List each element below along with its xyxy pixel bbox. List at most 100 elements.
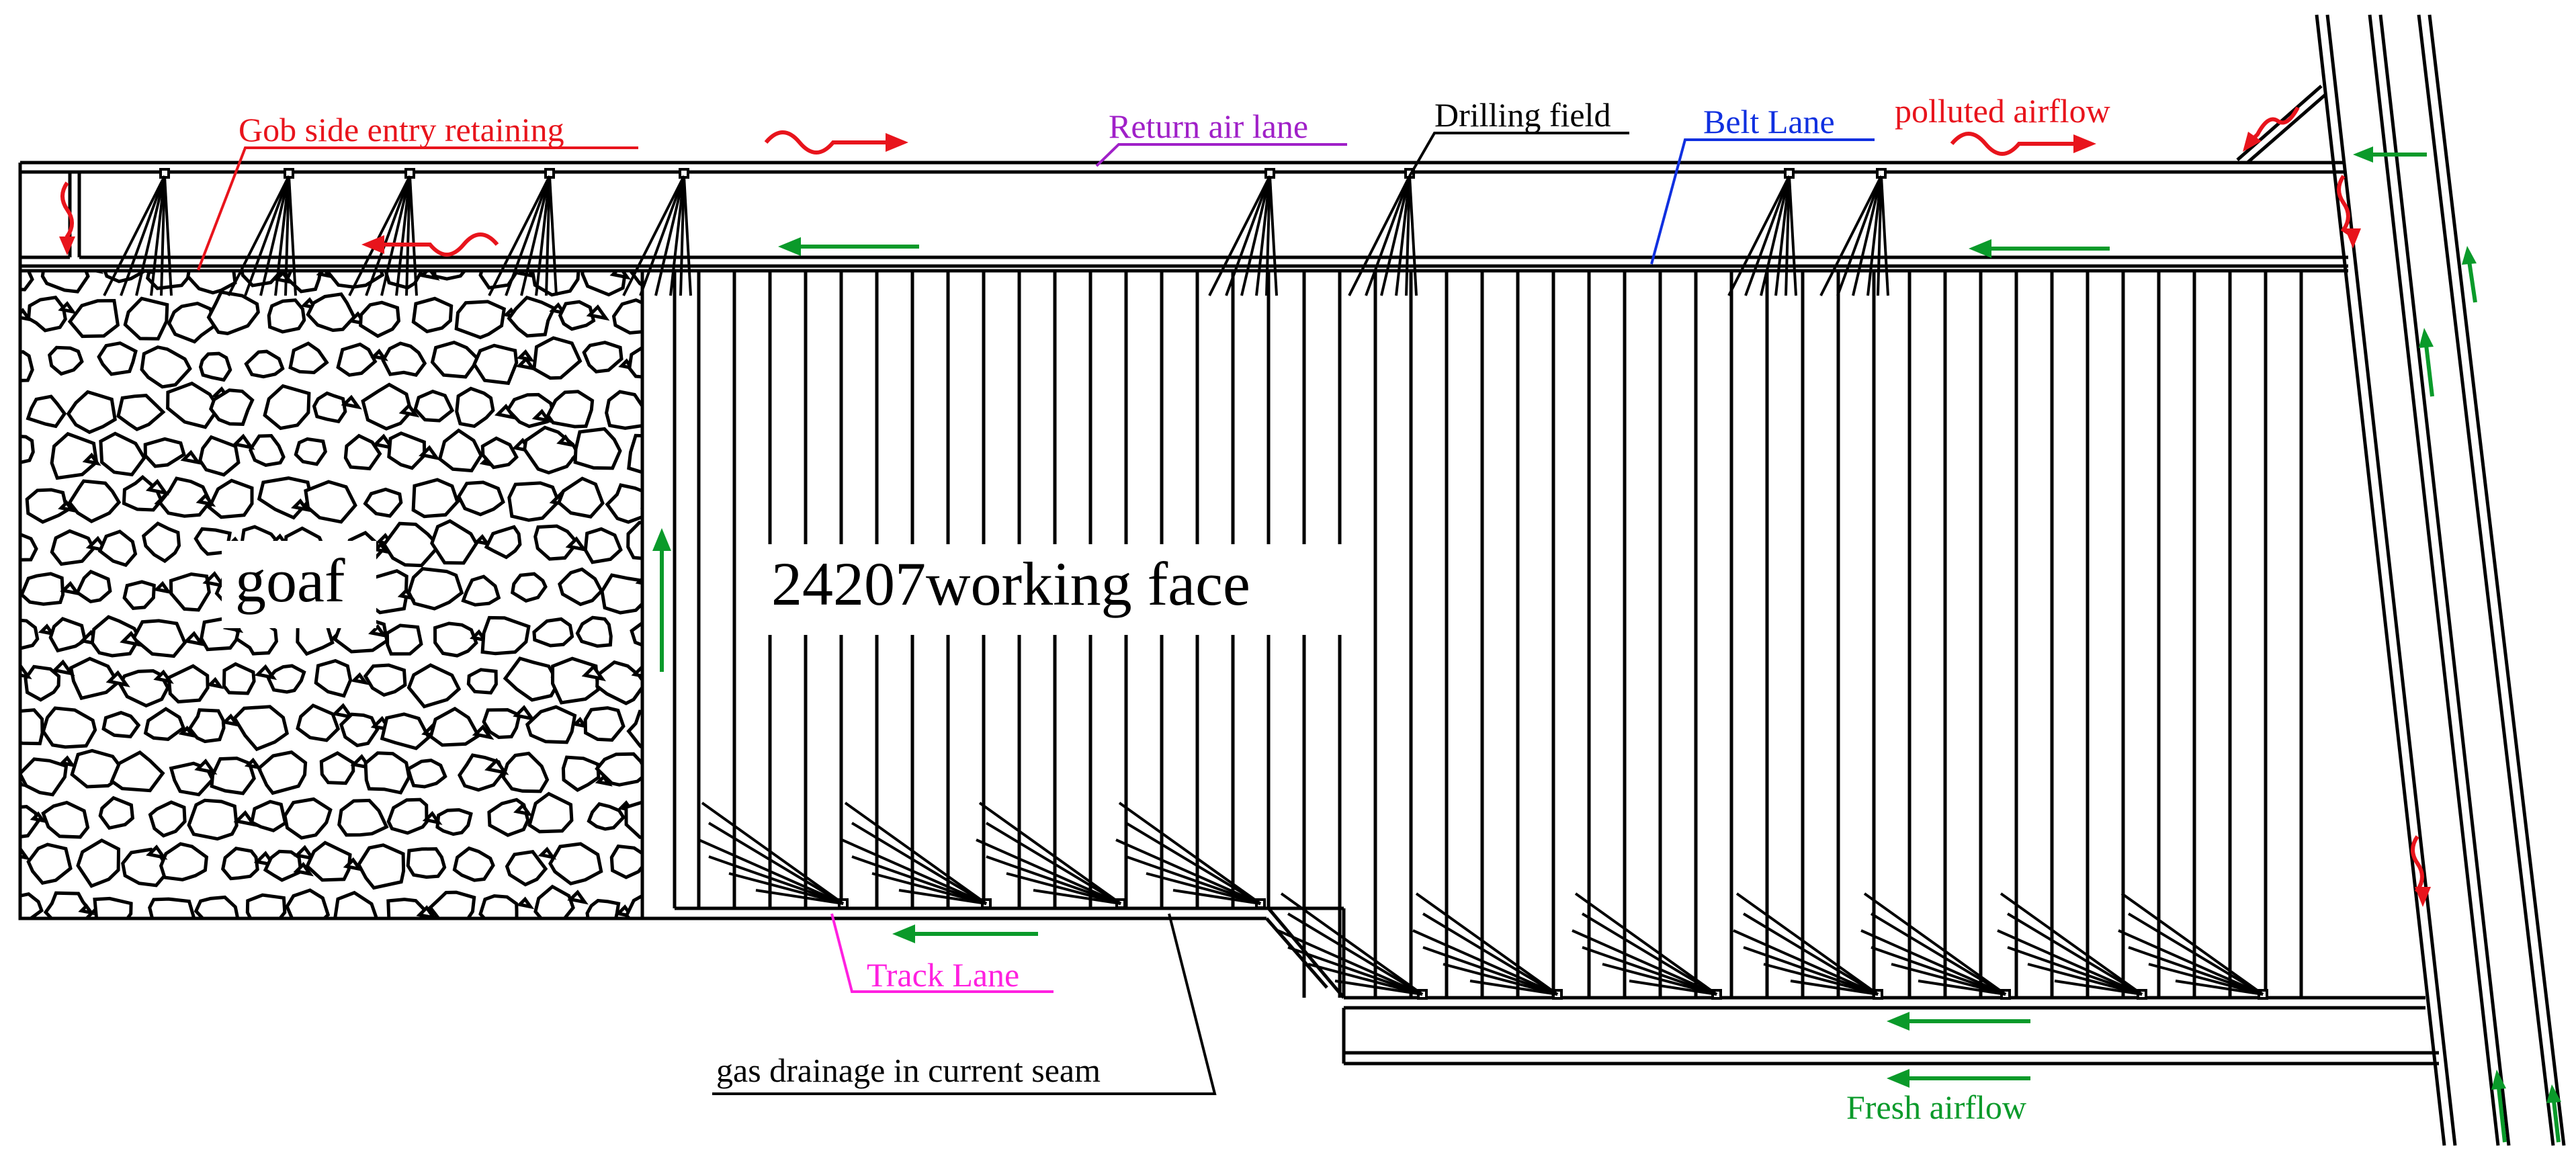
drilling-fan <box>1348 168 1418 296</box>
drilling-fan <box>1997 892 2147 1000</box>
drill-hole <box>1582 946 1717 996</box>
drill-hole <box>1742 912 1879 996</box>
goaf-stone <box>503 656 560 702</box>
goaf-stone <box>478 271 520 290</box>
drill-hole <box>1602 963 1717 996</box>
goaf-stone <box>387 431 427 470</box>
drill-hole <box>120 175 166 296</box>
goaf-stone <box>357 843 406 890</box>
drill-hole <box>1763 963 1879 996</box>
goaf-stone <box>141 521 181 564</box>
goaf-stone <box>507 296 556 338</box>
goaf-stone <box>363 487 403 518</box>
goaf-stone <box>249 433 286 467</box>
drill-hole <box>1405 175 1411 296</box>
drilling-fan <box>976 802 1126 909</box>
drill-hole <box>1744 175 1791 296</box>
goaf-stone <box>640 487 642 511</box>
goaf-chip <box>290 498 310 513</box>
goaf-border <box>18 269 644 920</box>
goaf-stone <box>472 343 519 386</box>
goaf-stone <box>131 619 187 658</box>
goaf-chip <box>194 759 218 775</box>
goaf-chip <box>232 433 255 450</box>
goaf-stone <box>198 351 232 382</box>
goaf-stone <box>558 567 604 607</box>
goaf-chip <box>372 542 390 554</box>
goaf-chip <box>516 349 535 362</box>
drill-hole <box>2120 892 2264 996</box>
goaf-stone <box>582 341 624 374</box>
goaf-stone <box>206 290 260 335</box>
goaf-chip <box>146 845 168 860</box>
goaf-stone <box>406 566 464 611</box>
goaf-stone <box>97 341 138 376</box>
drilling-fan <box>227 168 297 296</box>
goaf-stone <box>263 849 303 882</box>
goaf-stone <box>380 712 431 750</box>
goaf-chip <box>495 403 518 421</box>
drill-hole <box>871 872 987 905</box>
drill-hole <box>1443 963 1558 996</box>
goaf-chip <box>202 571 227 589</box>
goaf-stone <box>336 342 378 377</box>
drill-hole <box>1118 802 1262 905</box>
goaf-stone <box>381 341 427 377</box>
drill-hole <box>2027 963 2143 996</box>
goaf-chip <box>254 664 277 681</box>
goaf-stone <box>166 381 221 429</box>
polluted-arrow-gob <box>376 232 499 257</box>
goaf-chip <box>20 308 34 322</box>
drill-hole <box>1574 892 1718 996</box>
goaf-stone <box>630 621 642 647</box>
goaf-stone <box>605 390 642 430</box>
drill-hole <box>1735 892 1879 996</box>
goaf-stone <box>257 476 313 520</box>
goaf-stone <box>480 436 519 470</box>
drill-hole <box>851 822 988 905</box>
goaf-chip <box>58 500 76 513</box>
drilling-fan <box>1572 892 1722 1000</box>
goaf-stone <box>20 572 65 606</box>
goaf-stone <box>194 895 240 918</box>
goaf-stone <box>187 708 226 744</box>
drill-hole <box>1790 980 1879 996</box>
fresh-arrow-roadway-2 <box>2423 339 2434 397</box>
goaf-stone <box>41 706 97 749</box>
track-lane-leader <box>830 913 1054 993</box>
goaf-stone <box>283 797 333 840</box>
drill-hole <box>1172 889 1261 905</box>
goaf-stone <box>306 292 357 333</box>
goaf-chip <box>196 492 216 507</box>
goaf-chip <box>178 725 196 738</box>
goaf-stone <box>20 708 44 746</box>
drill-hole <box>1866 175 1883 296</box>
goaf-stone <box>626 521 642 560</box>
belt-lane-leader <box>1650 138 1875 265</box>
goaf-stone <box>339 712 380 748</box>
goaf-chip <box>595 774 613 787</box>
airflow-arrows <box>59 106 2561 1143</box>
goaf-stone <box>187 798 239 841</box>
drill-hole <box>1146 872 1261 905</box>
drill-hole <box>1006 872 1121 905</box>
drill-hole <box>2006 912 2143 996</box>
goaf-stone <box>67 298 120 339</box>
goaf-stone <box>532 336 583 380</box>
goaf-stone <box>26 843 73 886</box>
drill-hole <box>2128 946 2264 996</box>
drilling-fan <box>622 168 692 296</box>
drill-hole <box>1033 889 1121 905</box>
goaf-stone <box>413 389 455 423</box>
drill-hole <box>708 855 844 905</box>
goaf-chip <box>105 670 130 687</box>
drill-hole <box>1870 912 2007 996</box>
goaf-stone <box>548 842 603 886</box>
drill-hole <box>698 838 844 905</box>
goaf-chip <box>515 356 537 372</box>
goaf-stone <box>169 572 211 612</box>
drill-hole <box>505 175 551 296</box>
drill-hole <box>1287 912 1424 996</box>
goaf-stone <box>627 433 642 474</box>
